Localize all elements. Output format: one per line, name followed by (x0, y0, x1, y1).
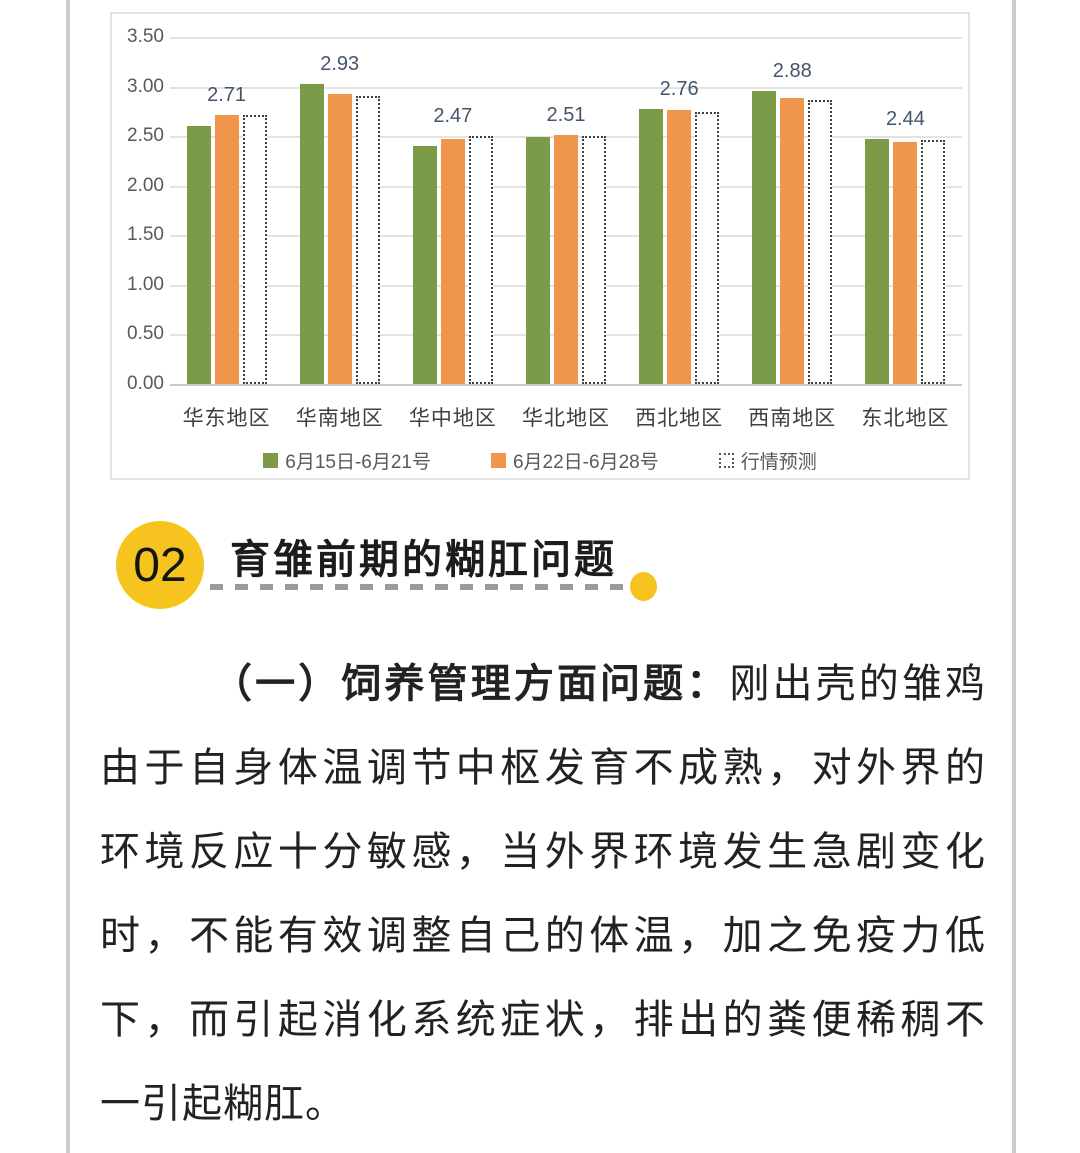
article-body: （一）饲养管理方面问题：刚出壳的雏鸡 由于自身体温调节中枢发育不成熟，对外界的环… (100, 642, 986, 1146)
bar-group: 2.93 (283, 53, 396, 384)
bar-6月15日-6月21号 (412, 146, 437, 384)
x-axis-label: 华东地区 (182, 407, 271, 430)
y-tick-label: 1.50 (127, 224, 164, 245)
y-tick-label: 3.00 (127, 76, 164, 97)
section-number-badge: 02 (116, 521, 204, 609)
y-tick-label: 2.50 (127, 125, 164, 146)
bar-6月22日-6月28号 (553, 135, 578, 384)
data-label: 2.47 (433, 105, 473, 127)
bar-6月22日-6月28号 (440, 139, 465, 384)
bar-行情预测 (808, 100, 833, 384)
data-label: 2.71 (207, 84, 247, 106)
bar-groups: 2.71 2.93 2.47 2.51 2.76 2.88 2.44 (170, 37, 962, 384)
legend-item: 行情预测 (718, 447, 817, 474)
bar-cluster: 2.51 (525, 104, 606, 384)
bar-6月15日-6月21号 (186, 126, 211, 384)
data-label: 2.44 (885, 108, 925, 130)
paragraph-line: 由于自身体温调节中枢发育不成熟，对外界的 (100, 746, 986, 790)
paragraph-line: （一）饲养管理方面问题：刚出壳的雏鸡 (100, 642, 986, 726)
gridline (170, 384, 962, 386)
bar-cluster: 2.44 (865, 108, 946, 384)
bar-6月15日-6月21号 (752, 91, 777, 384)
bar-6月15日-6月21号 (525, 137, 550, 384)
price-bar-chart: 3.50 3.00 2.50 2.00 1.50 1.00 0.50 0.00 2.71 2.9… (110, 12, 970, 480)
paragraph-lead-bold: （一）饲养管理方面问题： (212, 662, 730, 706)
bar-cluster: 2.88 (752, 60, 833, 384)
divider-end-dot (630, 572, 657, 601)
bar-6月22日-6月28号 (780, 98, 805, 384)
bar-6月22日-6月28号 (327, 94, 352, 384)
x-axis-label: 华北地区 (521, 407, 610, 430)
chart-legend: 6月15日-6月21号 6月22日-6月28号 行情预测 (112, 447, 968, 474)
bar-行情预测 (921, 140, 946, 384)
y-tick-label: 2.00 (127, 175, 164, 196)
x-axis-labels: 华东地区 华南地区 华中地区 华北地区 西北地区 西南地区 东北地区 (170, 402, 962, 432)
bar-行情预测 (581, 136, 606, 384)
legend-item: 6月22日-6月28号 (490, 447, 659, 474)
legend-label: 行情预测 (740, 452, 817, 473)
data-label: 2.76 (659, 78, 699, 100)
x-axis-label: 西南地区 (748, 407, 837, 430)
bar-cluster: 2.71 (186, 84, 267, 384)
y-tick-label: 0.00 (127, 373, 164, 394)
legend-label: 6月22日-6月28号 (512, 452, 659, 473)
bar-行情预测 (355, 96, 380, 384)
legend-label: 6月15日-6月21号 (285, 452, 431, 473)
x-axis-label: 华南地区 (295, 407, 384, 430)
bar-行情预测 (695, 112, 720, 384)
paragraph-line: 下，而引起消化系统症状，排出的粪便稀稠不 (100, 998, 986, 1042)
y-tick-label: 3.50 (127, 26, 164, 47)
bar-6月22日-6月28号 (214, 115, 239, 384)
bar-6月15日-6月21号 (865, 139, 890, 384)
bar-6月15日-6月21号 (299, 84, 324, 384)
bar-group: 2.76 (623, 78, 736, 384)
bar-cluster: 2.76 (639, 78, 720, 384)
y-tick-label: 1.00 (127, 274, 164, 295)
paragraph-line: 环境反应十分敏感，当外界环境发生急剧变化 (100, 830, 986, 874)
bar-行情预测 (468, 136, 493, 384)
legend-swatch-icon (490, 453, 506, 468)
plot-area: 2.71 2.93 2.47 2.51 2.76 2.88 2.44 (170, 37, 962, 386)
x-axis-label: 华中地区 (408, 407, 497, 430)
data-label: 2.93 (320, 53, 360, 75)
bar-group: 2.71 (170, 84, 283, 384)
bar-行情预测 (242, 115, 267, 384)
paragraph-line: 一引起糊肛。 (100, 1082, 346, 1126)
data-label: 2.51 (546, 104, 586, 126)
bar-6月22日-6月28号 (893, 142, 918, 384)
section-title: 育雏前期的糊肛问题 (230, 538, 617, 582)
section-number: 02 (133, 538, 187, 592)
paragraph-line: 时，不能有效调整自己的体温，加之免疫力低 (100, 914, 986, 958)
bar-6月15日-6月21号 (639, 109, 664, 384)
bar-group: 2.51 (509, 104, 622, 384)
bar-group: 2.88 (736, 60, 849, 384)
bar-6月22日-6月28号 (667, 110, 692, 384)
legend-swatch-icon (718, 453, 734, 468)
x-axis-label: 东北地区 (861, 407, 950, 430)
page-left-border (66, 0, 70, 1153)
paragraph-lead-rest: 刚出壳的雏鸡 (729, 662, 987, 706)
bar-group: 2.44 (849, 108, 962, 384)
y-tick-label: 0.50 (127, 323, 164, 344)
gridline (170, 87, 962, 89)
page-right-border (1012, 0, 1016, 1153)
x-axis-label: 西北地区 (635, 407, 724, 430)
gridline (170, 37, 962, 39)
bar-cluster: 2.93 (299, 53, 380, 384)
legend-swatch-icon (263, 453, 279, 468)
bar-cluster: 2.47 (412, 105, 493, 384)
dashed-divider (210, 584, 626, 590)
legend-item: 6月15日-6月21号 (263, 447, 431, 474)
data-label: 2.88 (772, 60, 812, 82)
bar-group: 2.47 (396, 105, 509, 384)
